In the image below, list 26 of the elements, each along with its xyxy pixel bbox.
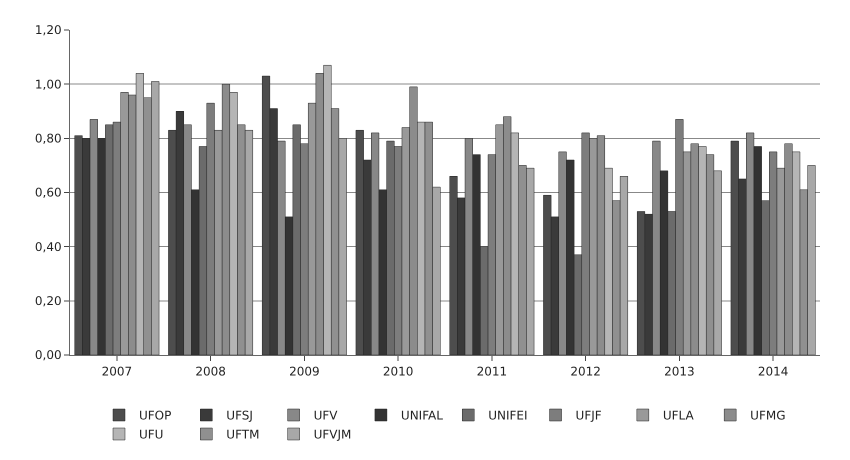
x-tick-label: 2012 — [570, 364, 601, 378]
legend-label: UFJF — [576, 408, 602, 423]
y-tick-label: 1,00 — [34, 77, 62, 92]
legend-label: UFLA — [662, 408, 694, 423]
x-tick-label: 2014 — [758, 364, 788, 378]
x-tick-label: 2010 — [382, 364, 414, 378]
legend-label: UFOP — [139, 408, 172, 423]
y-tick-label: 0,60 — [34, 186, 62, 200]
y-tick-label: 0,00 — [34, 348, 62, 362]
legend-label: UNIFEI — [488, 408, 528, 423]
y-tick-label: 0,80 — [34, 132, 62, 146]
legend-label: UFU — [139, 428, 164, 442]
y-tick-label: 0,40 — [34, 240, 62, 254]
x-tick-label: 2013 — [664, 364, 695, 378]
legend-label: UNIFAL — [400, 408, 444, 423]
legend-label: UFSJ — [226, 408, 253, 423]
x-tick-label: 2009 — [289, 364, 320, 378]
x-tick-label: 2011 — [476, 364, 508, 378]
x-tick-label: 2008 — [195, 364, 226, 378]
y-tick-label: 1,20 — [34, 23, 62, 38]
legend-label: UFTM — [226, 428, 260, 442]
legend-label: UFMG — [750, 408, 786, 423]
legend-label: UFV — [314, 408, 338, 423]
x-tick-label: 2007 — [102, 364, 132, 378]
y-tick-label: 0,20 — [34, 294, 62, 308]
legend-label: UFVJM — [314, 428, 352, 442]
